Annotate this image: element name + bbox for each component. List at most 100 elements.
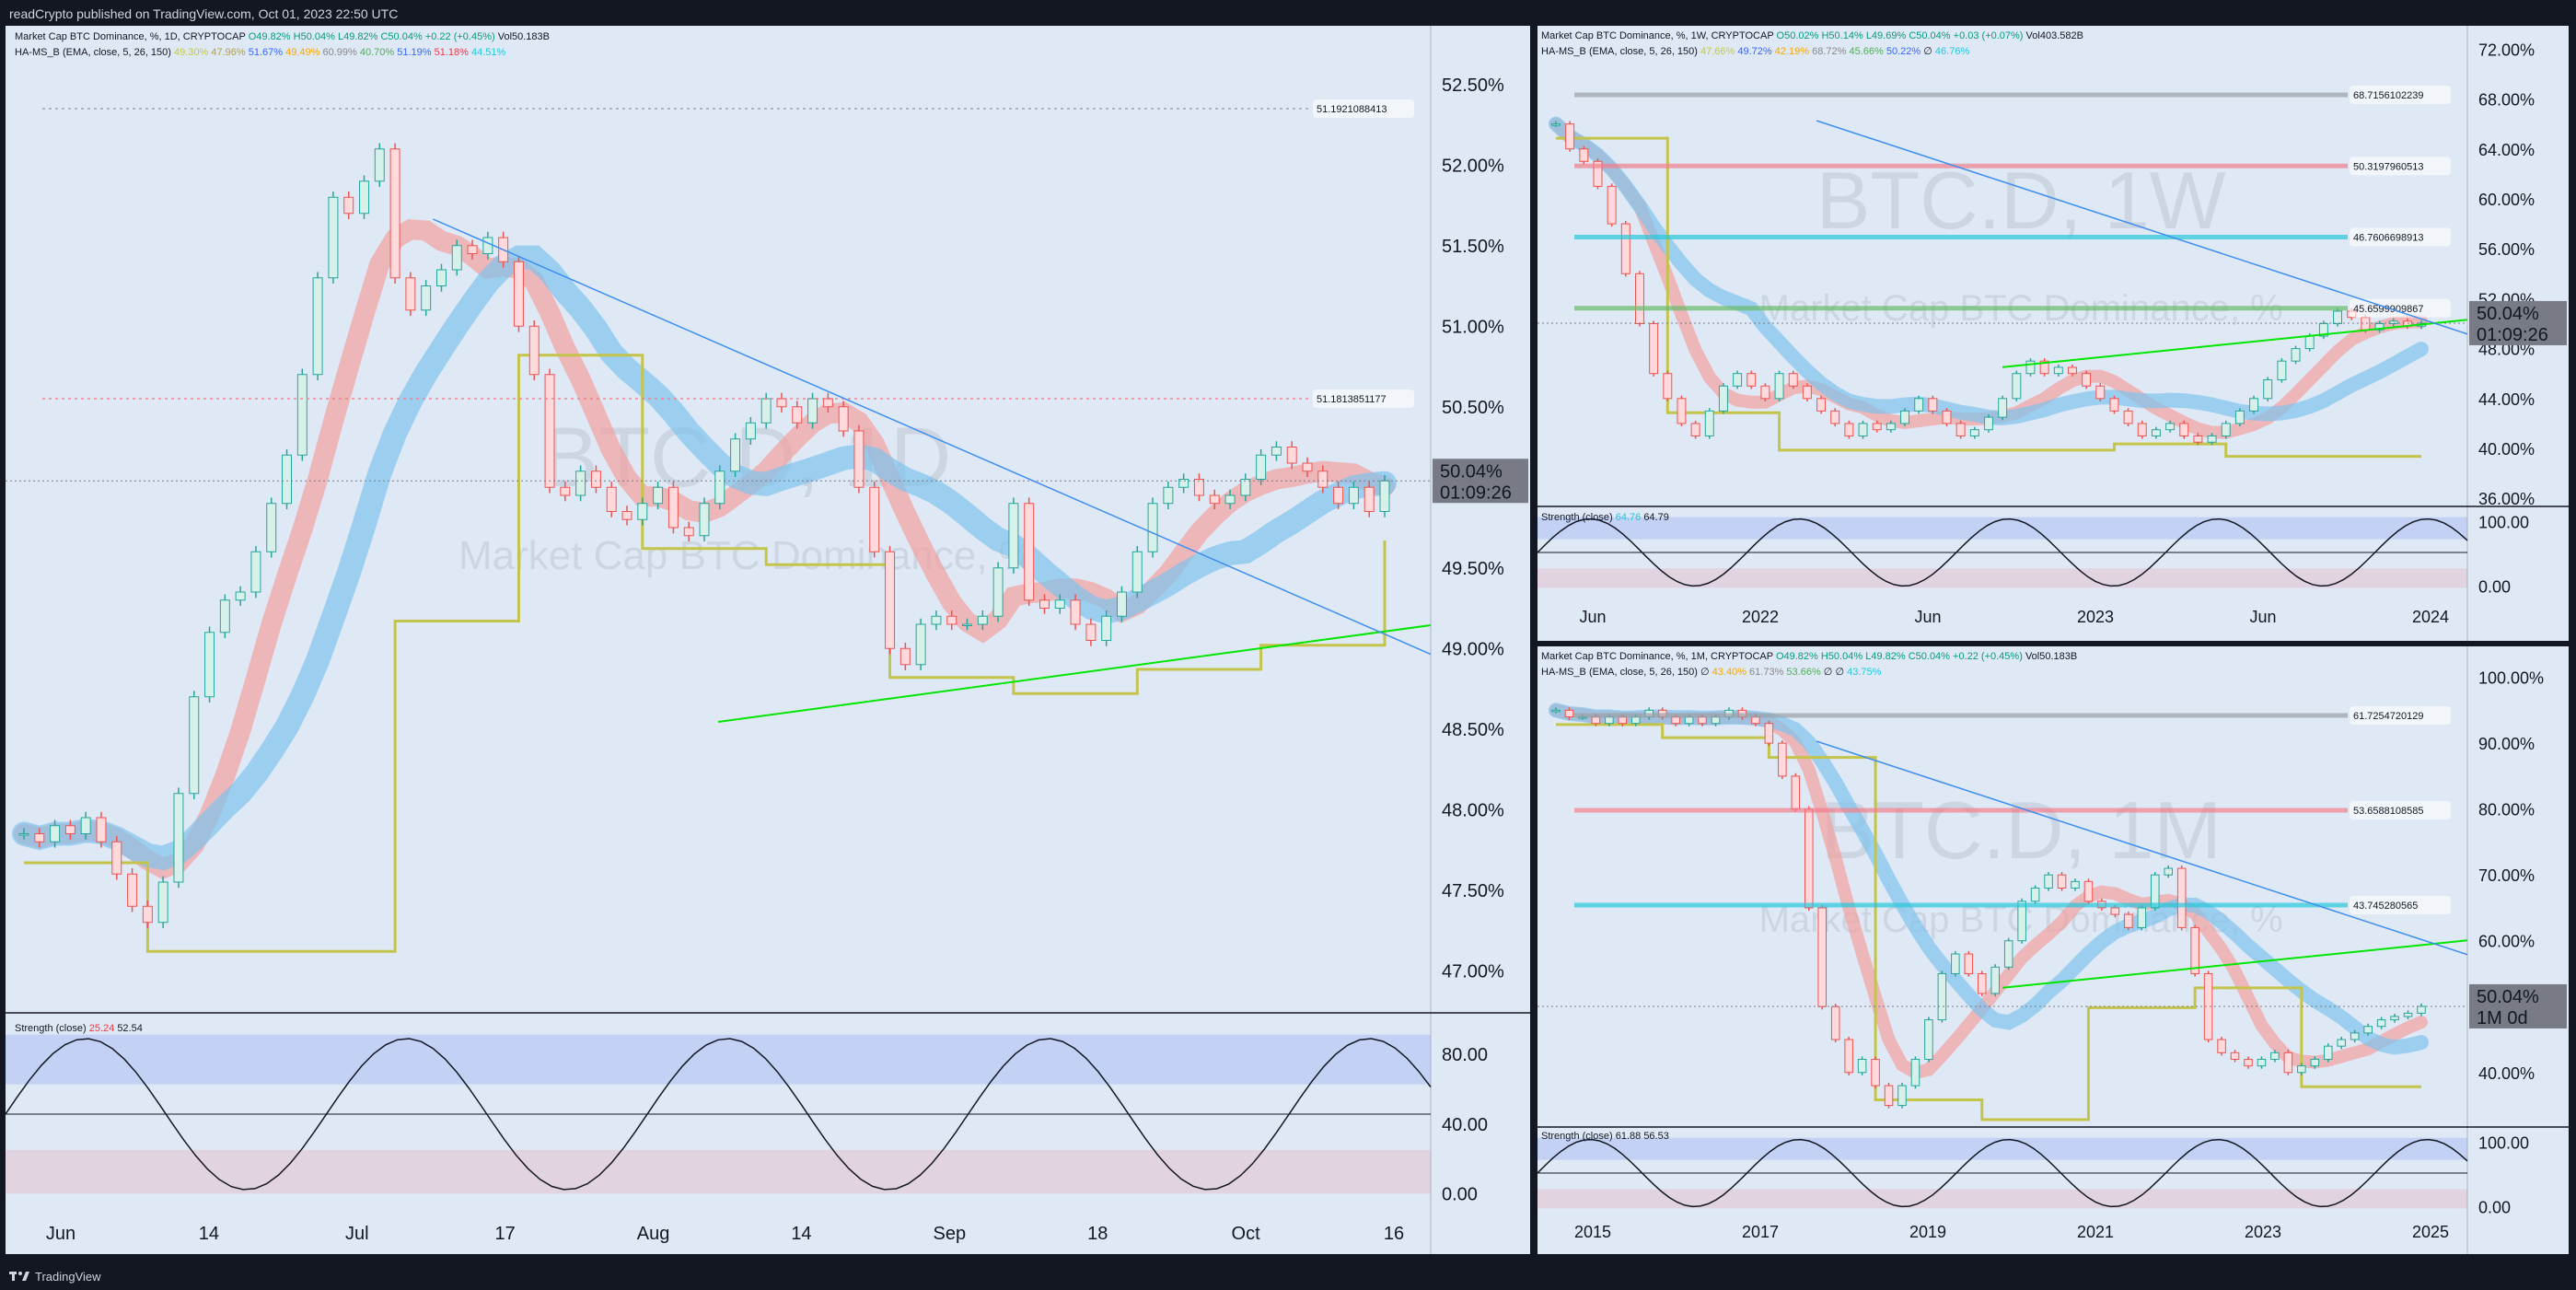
monthly-strength-legend: Strength (close) 61.88 56.53 [1541,1131,1669,1142]
monthly-level-label: 43.745280565 [2353,901,2418,912]
daily-y-tick-label: 52.00% [1442,156,1504,176]
daily-candle [822,398,833,408]
daily-candle [853,430,864,488]
daily-candle [50,825,61,843]
daily-candle [760,398,772,424]
daily-chart-panel[interactable]: BTC.D, 1D Market Cap BTC Dominance, % 52.5… [6,26,1530,1254]
monthly-candle [1591,716,1601,725]
daily-candle [1256,454,1267,480]
weekly-candle [2053,366,2063,375]
monthly-open: O49.82% [1775,651,1818,662]
daily-x-tick-label: 14 [791,1224,811,1244]
daily-candle [699,503,710,537]
monthly-candle [2110,907,2120,915]
weekly-candle [2304,335,2315,350]
weekly-chart-panel[interactable]: BTC.D, 1W Market Cap BTC Dominance, % 72.0… [1537,26,2569,641]
weekly-candle [2263,378,2273,400]
monthly-candle [1564,709,1574,718]
weekly-candle [2012,373,2022,400]
monthly-indicator-name: HA-MS_B (EMA, close, 5, 26, 150) [1541,667,1698,678]
weekly-x-tick-label: 2023 [2077,608,2114,626]
monthly-x-tick-label: 2025 [2412,1223,2449,1241]
weekly-candle [1788,373,1798,387]
daily-candle [1302,462,1313,472]
daily-candle [189,696,200,795]
daily-candle [405,277,416,311]
weekly-strength-line [1537,517,2468,587]
weekly-candle [2277,360,2287,380]
daily-candle [1209,494,1220,505]
daily-candle [111,841,122,875]
daily-candle [899,647,911,666]
monthly-y-tick-label: 80.00% [2478,801,2535,819]
monthly-x-tick-label: 2015 [1574,1223,1611,1241]
monthly-y-tick-label: 40.00% [2478,1064,2535,1083]
weekly-candle [1802,385,1812,400]
weekly-strength-legend: Strength (close) 64.76 64.79 [1541,512,1669,523]
daily-x-tick-label: Aug [637,1224,670,1244]
monthly-candle [1804,808,1814,909]
monthly-candle [1751,716,1760,725]
weekly-stair-line [1556,136,2421,459]
monthly-candle [1618,716,1628,725]
monthly-candle [1630,716,1641,725]
daily-candle [157,881,168,924]
daily-candle [1333,486,1344,505]
monthly-high: H50.04% [1820,651,1863,662]
daily-watermark-desc: Market Cap BTC Dominance, % [458,533,1035,578]
monthly-volume: Vol50.183B [2025,651,2078,662]
monthly-ind-v4: ∅ [1823,667,1833,678]
daily-x-tick-label: 14 [199,1224,219,1244]
weekly-y-tick-label: 64.00% [2478,141,2535,159]
daily-candle [838,406,849,432]
weekly-low: L49.69% [1865,30,1907,41]
monthly-candle [1871,1058,1880,1087]
daily-candle [885,551,896,649]
weekly-candle [2179,423,2189,436]
daily-candle [282,454,293,505]
daily-candle [1024,503,1035,601]
monthly-candle [1844,1039,1853,1074]
monthly-symbol-name: Market Cap BTC Dominance, %, 1M, CRYPTOC… [1541,651,1773,662]
monthly-candle [2323,1045,2333,1060]
monthly-candle [1817,907,1828,1007]
weekly-candle [1969,429,1979,436]
weekly-candle [2318,322,2328,337]
monthly-strength-tick: 100.00 [2478,1133,2529,1152]
daily-candle [1379,480,1390,512]
weekly-candle [2193,435,2203,443]
weekly-volume: Vol403.582B [2025,30,2083,41]
daily-strength-tick: 40.00 [1442,1115,1488,1135]
weekly-candle [1955,423,1966,436]
weekly-candle [1886,423,1896,431]
daily-strength-band-lower [6,1149,1431,1194]
weekly-x-tick-label: Jun [1914,608,1941,626]
weekly-candle [2025,360,2036,375]
monthly-candle [1937,972,1947,1021]
daily-ind-v4: 60.99% [322,47,357,58]
weekly-candle [1565,123,1575,150]
daily-candle [127,873,138,907]
daily-ind-v1: 47.96% [211,47,246,58]
monthly-candle [2137,907,2147,928]
daily-candle [869,486,880,552]
monthly-candle [2230,1052,2240,1060]
weekly-y-tick-label: 68.00% [2478,91,2535,110]
daily-strength-legend: Strength (close) 25.24 52.54 [15,1023,143,1034]
weekly-candle [2388,320,2398,324]
daily-candle [343,196,354,215]
monthly-candle [2244,1058,2253,1067]
daily-ind-v7: 51.18% [434,47,469,58]
weekly-strength-band-lower [1537,568,2467,588]
weekly-ind-v6: ∅ [1923,46,1932,57]
monthly-candle [2363,1026,2373,1034]
daily-x-tick-label: 17 [495,1224,516,1244]
weekly-level-tag [2350,227,2451,247]
daily-symbol-name: Market Cap BTC Dominance, %, 1D, CRYPTOC… [15,31,246,42]
monthly-level-tag [2350,706,2451,725]
daily-candle [266,503,277,552]
